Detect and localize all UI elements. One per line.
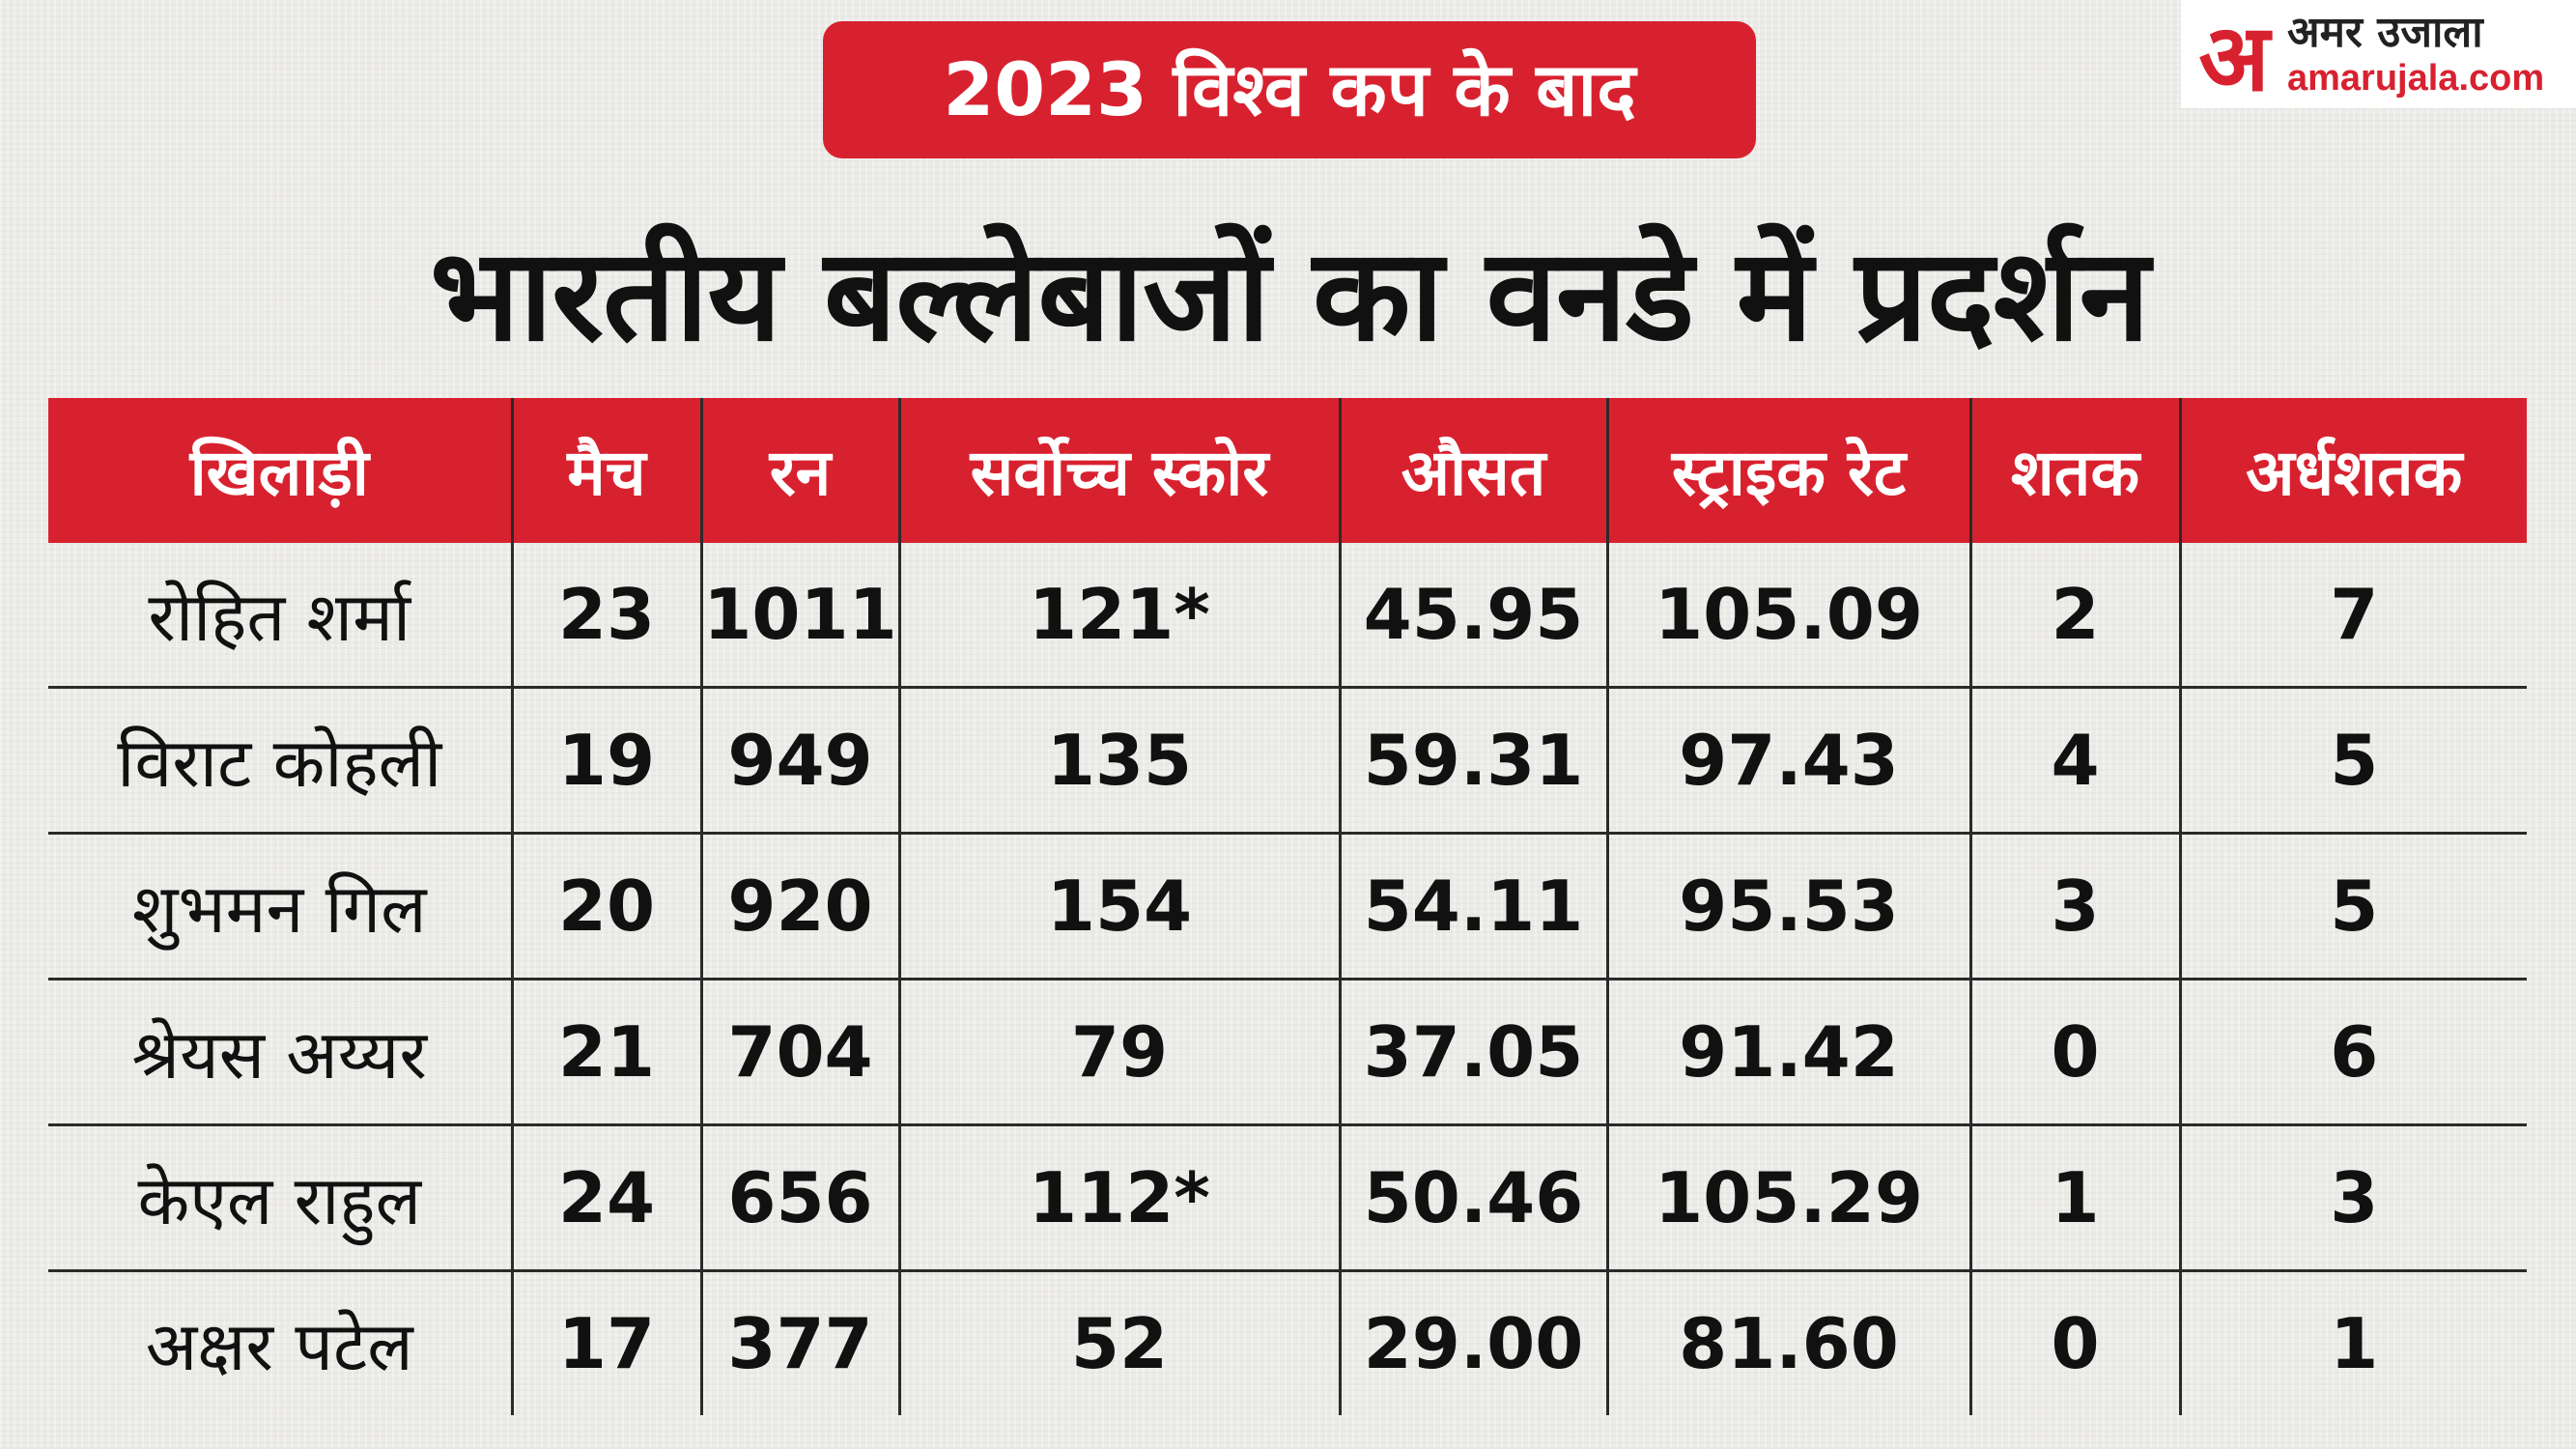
cell-half-centuries: 7 — [2178, 543, 2527, 689]
cell-centuries: 4 — [1968, 687, 2180, 835]
cell-half-centuries: 5 — [2178, 687, 2527, 835]
cell-average: 50.46 — [1338, 1124, 1607, 1272]
cell-average: 54.11 — [1338, 833, 1607, 980]
cell-player: शुभमन गिल — [48, 833, 512, 980]
cell-highest-score: 135 — [897, 687, 1340, 835]
cell-highest-score: 154 — [897, 833, 1340, 980]
table-row: विराट कोहली 19 949 135 59.31 97.43 4 5 — [48, 687, 2527, 835]
cell-half-centuries: 1 — [2178, 1270, 2527, 1415]
header-runs: रन — [699, 398, 899, 543]
logo-hindi-name: अमर उजाला — [2287, 8, 2483, 57]
logo-domain: amarujala.com — [2287, 58, 2545, 99]
cell-highest-score: 79 — [897, 979, 1340, 1126]
cell-half-centuries: 3 — [2178, 1124, 2527, 1272]
logo-text: अमर उजाला amarujala.com — [2287, 8, 2545, 99]
cell-runs: 920 — [699, 833, 899, 980]
table-row: शुभमन गिल 20 920 154 54.11 95.53 3 5 — [48, 833, 2527, 980]
cell-runs: 377 — [699, 1270, 899, 1415]
header-centuries: शतक — [1968, 398, 2180, 543]
cell-centuries: 0 — [1968, 1270, 2180, 1415]
cell-player: विराट कोहली — [48, 687, 512, 835]
header-strike-rate: स्ट्राइक रेट — [1605, 398, 1970, 543]
cell-centuries: 2 — [1968, 543, 2180, 689]
cell-player: रोहित शर्मा — [48, 543, 512, 689]
header-average: औसत — [1338, 398, 1607, 543]
table-header-row: खिलाड़ी मैच रन सर्वोच्च स्कोर औसत स्ट्रा… — [48, 398, 2527, 543]
cell-runs: 656 — [699, 1124, 899, 1272]
header-half-centuries: अर्धशतक — [2178, 398, 2527, 543]
cell-matches: 17 — [510, 1270, 701, 1415]
cell-average: 59.31 — [1338, 687, 1607, 835]
cell-matches: 21 — [510, 979, 701, 1126]
cell-strike-rate: 95.53 — [1605, 833, 1970, 980]
cell-strike-rate: 105.09 — [1605, 543, 1970, 689]
cell-strike-rate: 97.43 — [1605, 687, 1970, 835]
header-highest-score: सर्वोच्च स्कोर — [897, 398, 1340, 543]
cell-strike-rate: 91.42 — [1605, 979, 1970, 1126]
cell-average: 29.00 — [1338, 1270, 1607, 1415]
subtitle-badge: 2023 विश्व कप के बाद — [823, 21, 1756, 158]
table-row: रोहित शर्मा 23 1011 121* 45.95 105.09 2 … — [48, 543, 2527, 689]
cell-half-centuries: 6 — [2178, 979, 2527, 1126]
amar-ujala-logo[interactable]: अ अमर उजाला amarujala.com — [2181, 0, 2576, 112]
cell-matches: 19 — [510, 687, 701, 835]
cell-runs: 1011 — [699, 543, 899, 689]
cell-highest-score: 112* — [897, 1124, 1340, 1272]
cell-matches: 20 — [510, 833, 701, 980]
cell-matches: 24 — [510, 1124, 701, 1272]
cell-average: 37.05 — [1338, 979, 1607, 1126]
logo-mark: अ — [2198, 2, 2270, 112]
cell-strike-rate: 81.60 — [1605, 1270, 1970, 1415]
table-row: अक्षर पटेल 17 377 52 29.00 81.60 0 1 — [48, 1270, 2527, 1415]
header-matches: मैच — [510, 398, 701, 543]
cell-matches: 23 — [510, 543, 701, 689]
cell-player: अक्षर पटेल — [145, 1307, 413, 1386]
cell-strike-rate: 105.29 — [1605, 1124, 1970, 1272]
header-player: खिलाड़ी — [48, 398, 512, 543]
cell-average: 45.95 — [1338, 543, 1607, 689]
page-title: भारतीय बल्लेबाजों का वनडे में प्रदर्शन — [430, 221, 2150, 370]
batting-stats-table: खिलाड़ी मैच रन सर्वोच्च स्कोर औसत स्ट्रा… — [48, 398, 2527, 1415]
table-row: श्रेयस अय्यर 21 704 79 37.05 91.42 0 6 — [48, 979, 2527, 1126]
cell-centuries: 0 — [1968, 979, 2180, 1126]
cell-centuries: 3 — [1968, 833, 2180, 980]
cell-player: श्रेयस अय्यर — [48, 979, 512, 1126]
cell-runs: 704 — [699, 979, 899, 1126]
table-row: केएल राहुल 24 656 112* 50.46 105.29 1 3 — [48, 1124, 2527, 1272]
cell-runs: 949 — [699, 687, 899, 835]
cell-highest-score: 52 — [897, 1270, 1340, 1415]
cell-player: केएल राहुल — [48, 1124, 512, 1272]
cell-centuries: 1 — [1968, 1124, 2180, 1272]
cell-highest-score: 121* — [897, 543, 1340, 689]
cell-half-centuries: 5 — [2178, 833, 2527, 980]
